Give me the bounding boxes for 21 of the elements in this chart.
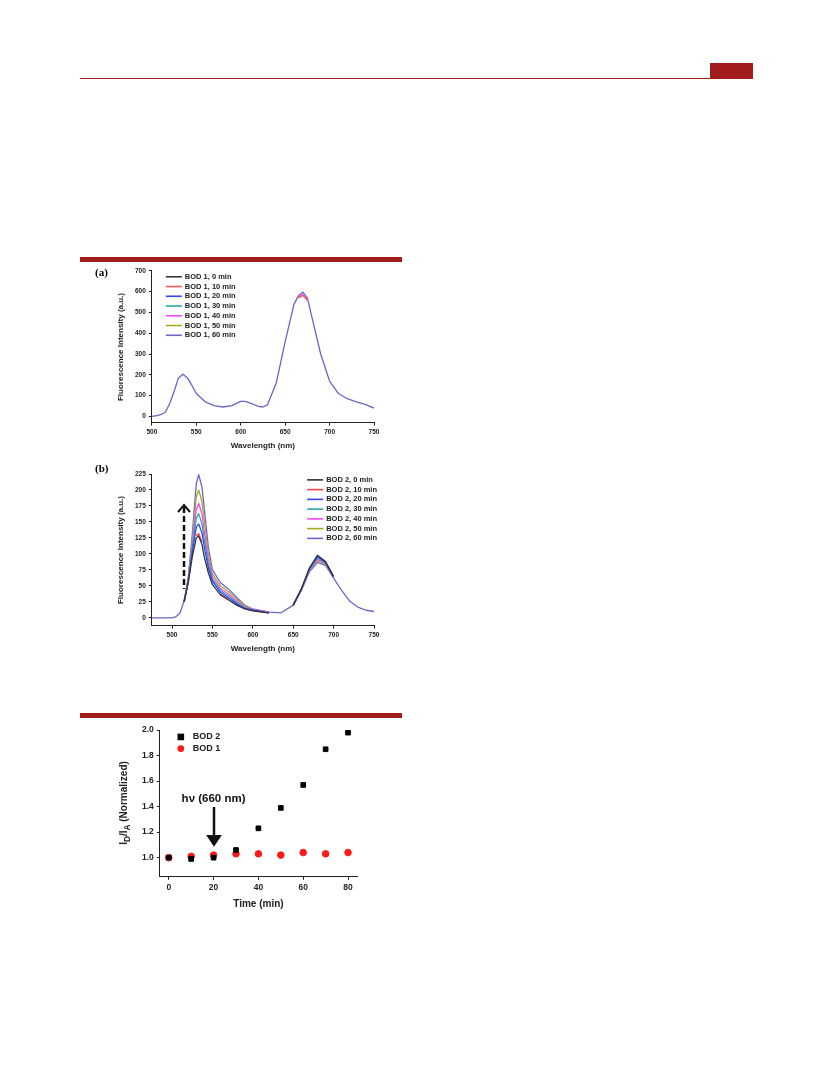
x-axis-title: Time (min) <box>233 897 284 909</box>
x-tick-label: 0 <box>166 882 172 893</box>
x-tick-label: 80 <box>343 882 354 893</box>
legend-label: BOD 1 <box>192 743 221 754</box>
y-tick-label: 1.0 <box>141 852 155 863</box>
chart-title: (b) <box>95 462 109 474</box>
chart-title: (a) <box>95 266 108 278</box>
y-axis-title: Fluorescence Intensity (a.u.) <box>115 495 125 604</box>
x-tick-label: 60 <box>298 882 309 893</box>
y-axis-title: Fluorescence Intensity (a.u.) <box>115 292 125 401</box>
x-tick-label: 40 <box>253 882 264 893</box>
legend-label: BOD 2 <box>192 731 221 742</box>
y-tick-label: 2.0 <box>141 724 155 735</box>
y-tick-label: 1.8 <box>141 749 155 760</box>
annotation: hν (660 nm) <box>181 792 246 805</box>
y-tick-label: 1.6 <box>141 775 155 786</box>
x-axis-title: Wavelength (nm) <box>230 441 296 451</box>
y-tick-label: 1.2 <box>141 826 155 837</box>
y-tick-label: 1.4 <box>141 800 155 811</box>
x-axis-title: Wavelength (nm) <box>230 644 296 654</box>
x-tick-label: 20 <box>208 882 219 893</box>
